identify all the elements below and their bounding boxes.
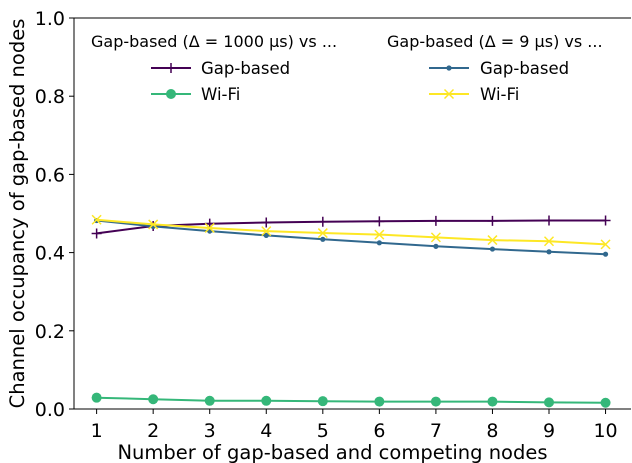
data-point bbox=[148, 394, 159, 405]
data-point bbox=[374, 229, 385, 240]
data-point bbox=[317, 228, 328, 239]
y-axis-label: Channel occupancy of gap-based nodes bbox=[6, 19, 29, 409]
data-point bbox=[317, 396, 328, 407]
x-axis-label: Number of gap-based and competing nodes bbox=[117, 441, 547, 463]
x-tick-label: 8 bbox=[486, 420, 498, 442]
data-point bbox=[91, 228, 102, 239]
data-point bbox=[430, 396, 441, 407]
data-point bbox=[263, 232, 269, 238]
data-point bbox=[546, 249, 552, 255]
data-point bbox=[600, 215, 611, 226]
legend-marker bbox=[446, 65, 452, 71]
legend-title: Gap-based (Δ = 1000 μs) vs ... bbox=[91, 32, 337, 51]
data-point bbox=[91, 214, 102, 225]
data-point bbox=[430, 215, 441, 226]
x-tick-label: 9 bbox=[543, 420, 555, 442]
series-line bbox=[96, 219, 606, 256]
legend-marker bbox=[166, 63, 176, 73]
data-point bbox=[261, 395, 272, 406]
data-point bbox=[204, 395, 215, 406]
data-point bbox=[602, 251, 609, 257]
legend-label: Wi-Fi bbox=[201, 85, 240, 104]
y-tick-label: 0.6 bbox=[35, 164, 65, 186]
legend-label: Gap-based bbox=[201, 59, 290, 78]
series-2 bbox=[94, 217, 609, 257]
y-tick-label: 0.2 bbox=[35, 321, 65, 343]
data-point bbox=[487, 235, 498, 246]
legend-0: Gap-based (Δ = 1000 μs) vs ... Gap-based W… bbox=[91, 32, 337, 104]
series-line bbox=[96, 396, 606, 404]
legend-title: Gap-based (Δ = 9 μs) vs ... bbox=[387, 32, 603, 51]
data-point bbox=[374, 396, 385, 407]
data-point bbox=[600, 239, 611, 250]
series-line bbox=[96, 218, 606, 246]
x-tick-label: 6 bbox=[373, 420, 385, 442]
legend-layer: Gap-based (Δ = 1000 μs) vs ... Gap-based W… bbox=[91, 32, 603, 104]
data-point bbox=[376, 240, 382, 246]
x-tick-label: 3 bbox=[204, 420, 216, 442]
data-point bbox=[261, 217, 272, 228]
legend-1: Gap-based (Δ = 9 μs) vs ... Gap-based Wi-F… bbox=[387, 32, 603, 104]
data-point bbox=[487, 215, 498, 226]
x-tick-label: 10 bbox=[593, 420, 617, 442]
data-point bbox=[544, 397, 555, 408]
series-1 bbox=[91, 392, 611, 408]
x-tick-label: 2 bbox=[147, 420, 159, 442]
legend-marker bbox=[166, 89, 176, 99]
data-point bbox=[317, 216, 328, 227]
data-point bbox=[430, 232, 441, 243]
data-point bbox=[544, 215, 555, 226]
data-point bbox=[261, 226, 272, 237]
y-tick-label: 0.8 bbox=[35, 86, 65, 108]
x-tick-label: 5 bbox=[317, 420, 329, 442]
data-point bbox=[374, 216, 385, 227]
y-tick-label: 0.4 bbox=[35, 243, 65, 265]
series-line bbox=[96, 219, 606, 235]
legend-marker bbox=[443, 88, 455, 100]
series-layer bbox=[91, 214, 611, 408]
x-tick-label: 7 bbox=[430, 420, 442, 442]
data-point bbox=[148, 219, 159, 230]
axes-layer bbox=[73, 17, 631, 410]
y-tick-label: 0.0 bbox=[35, 399, 65, 421]
data-point bbox=[91, 392, 102, 403]
data-point bbox=[489, 246, 496, 252]
data-point bbox=[433, 243, 439, 249]
y-tick-label: 1.0 bbox=[35, 8, 65, 30]
data-point bbox=[487, 396, 498, 407]
legend-label: Wi-Fi bbox=[480, 85, 519, 104]
data-point bbox=[320, 236, 326, 242]
data-point bbox=[543, 236, 555, 247]
x-tick-label: 4 bbox=[260, 420, 272, 442]
x-tick-label: 1 bbox=[91, 420, 103, 442]
series-3 bbox=[91, 214, 611, 250]
legend-label: Gap-based bbox=[480, 59, 569, 78]
data-point bbox=[600, 397, 611, 408]
ticks-layer: 0.0 0.2 0.4 0.6 0.8 1.0 1 2 3 4 5 6 7 8 9 10 bbox=[35, 8, 618, 442]
data-point bbox=[204, 222, 215, 233]
